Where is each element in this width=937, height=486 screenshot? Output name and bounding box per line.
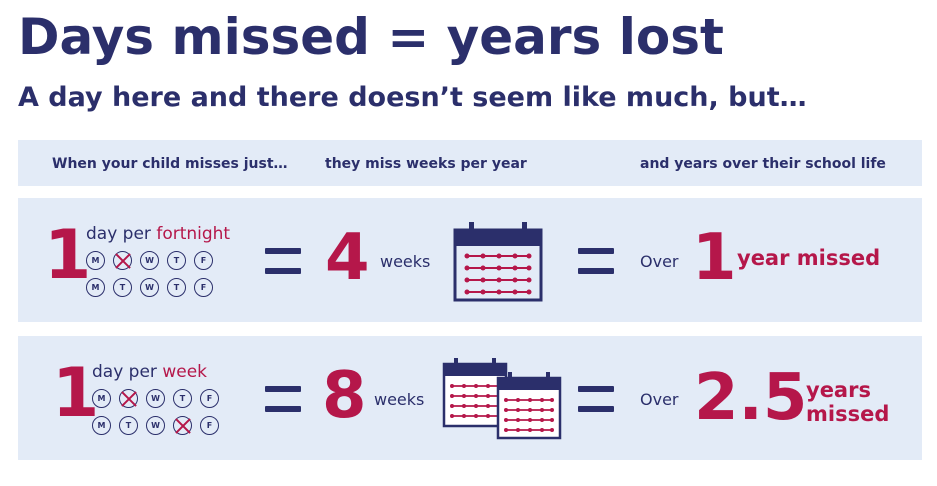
week-2-days: M T W T F <box>86 278 213 297</box>
years-label-line-2: missed <box>806 402 890 427</box>
day-icon: M <box>86 251 105 270</box>
years-label: years missed <box>806 378 889 426</box>
column-header-days: When your child misses just… <box>52 156 288 172</box>
day-icon: F <box>194 278 213 297</box>
equals-icon <box>265 386 301 412</box>
week-1-days: M W T F <box>86 251 213 270</box>
week-2-days: M T W F <box>92 416 219 435</box>
over-label: Over <box>640 390 679 409</box>
day-icon: W <box>140 251 159 270</box>
years-value: 1 <box>692 221 737 295</box>
frequency-prefix: day per <box>86 224 157 244</box>
weeks-label: weeks <box>380 252 431 271</box>
page-subtitle: A day here and there doesn’t seem like m… <box>18 82 807 113</box>
calendar-icon <box>453 222 543 302</box>
missed-day-icon <box>119 389 138 408</box>
days-count: 1 <box>44 216 92 295</box>
frequency-accent: week <box>162 362 207 382</box>
day-icon: F <box>200 389 219 408</box>
day-icon: W <box>140 278 159 297</box>
day-icon: T <box>167 278 186 297</box>
week-1-days: M W T F <box>92 389 219 408</box>
page-title: Days missed = years lost <box>18 8 724 66</box>
day-icon: F <box>194 251 213 270</box>
day-icon: W <box>146 389 165 408</box>
missed-day-icon <box>113 251 132 270</box>
header-band <box>18 140 922 186</box>
frequency-label: day per week <box>92 362 207 382</box>
day-icon: T <box>113 278 132 297</box>
years-value: 2.5 <box>694 361 808 435</box>
weeks-label: weeks <box>374 390 425 409</box>
day-icon: T <box>167 251 186 270</box>
weeks-value: 8 <box>322 359 367 433</box>
frequency-accent: fortnight <box>156 224 231 244</box>
day-icon: M <box>92 389 111 408</box>
days-grid: M W T F M T W T F <box>86 251 213 305</box>
years-label-line-1: years <box>806 378 871 402</box>
day-icon: T <box>173 389 192 408</box>
column-header-weeks: they miss weeks per year <box>325 156 527 172</box>
two-calendars-icon <box>442 358 562 440</box>
day-icon: M <box>92 416 111 435</box>
weeks-value: 4 <box>325 221 370 295</box>
day-icon: T <box>119 416 138 435</box>
days-count: 1 <box>52 354 100 433</box>
equals-icon <box>578 248 614 274</box>
over-label: Over <box>640 252 679 271</box>
frequency-prefix: day per <box>92 362 163 382</box>
day-icon: M <box>86 278 105 297</box>
years-label: year missed <box>737 246 881 270</box>
equals-icon <box>578 386 614 412</box>
day-icon: W <box>146 416 165 435</box>
frequency-label: day per fortnight <box>86 224 230 244</box>
missed-day-icon <box>173 416 192 435</box>
equals-icon <box>265 248 301 274</box>
day-icon: F <box>200 416 219 435</box>
days-grid: M W T F M T W F <box>92 389 219 443</box>
column-header-years: and years over their school life <box>640 156 886 172</box>
